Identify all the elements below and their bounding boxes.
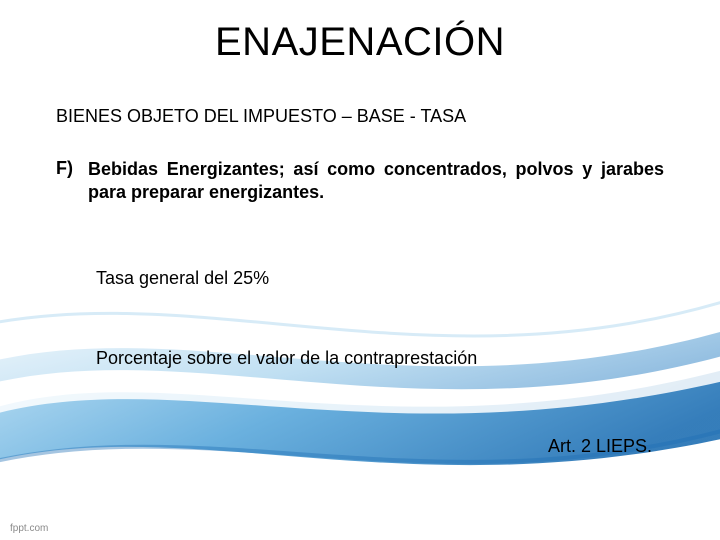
list-item-f: F) Bebidas Energizantes; así como concen…: [56, 158, 664, 203]
body-line-1: Tasa general del 25%: [96, 268, 269, 289]
citation: Art. 2 LIEPS.: [548, 436, 652, 457]
list-marker: F): [56, 158, 88, 179]
list-text: Bebidas Energizantes; así como concentra…: [88, 158, 664, 203]
footer-watermark: fppt.com: [10, 523, 48, 534]
slide-content: ENAJENACIÓN BIENES OBJETO DEL IMPUESTO –…: [0, 0, 720, 540]
slide-title: ENAJENACIÓN: [0, 20, 720, 65]
slide-subtitle: BIENES OBJETO DEL IMPUESTO – BASE - TASA: [56, 106, 466, 127]
body-line-2: Porcentaje sobre el valor de la contrapr…: [96, 348, 477, 369]
